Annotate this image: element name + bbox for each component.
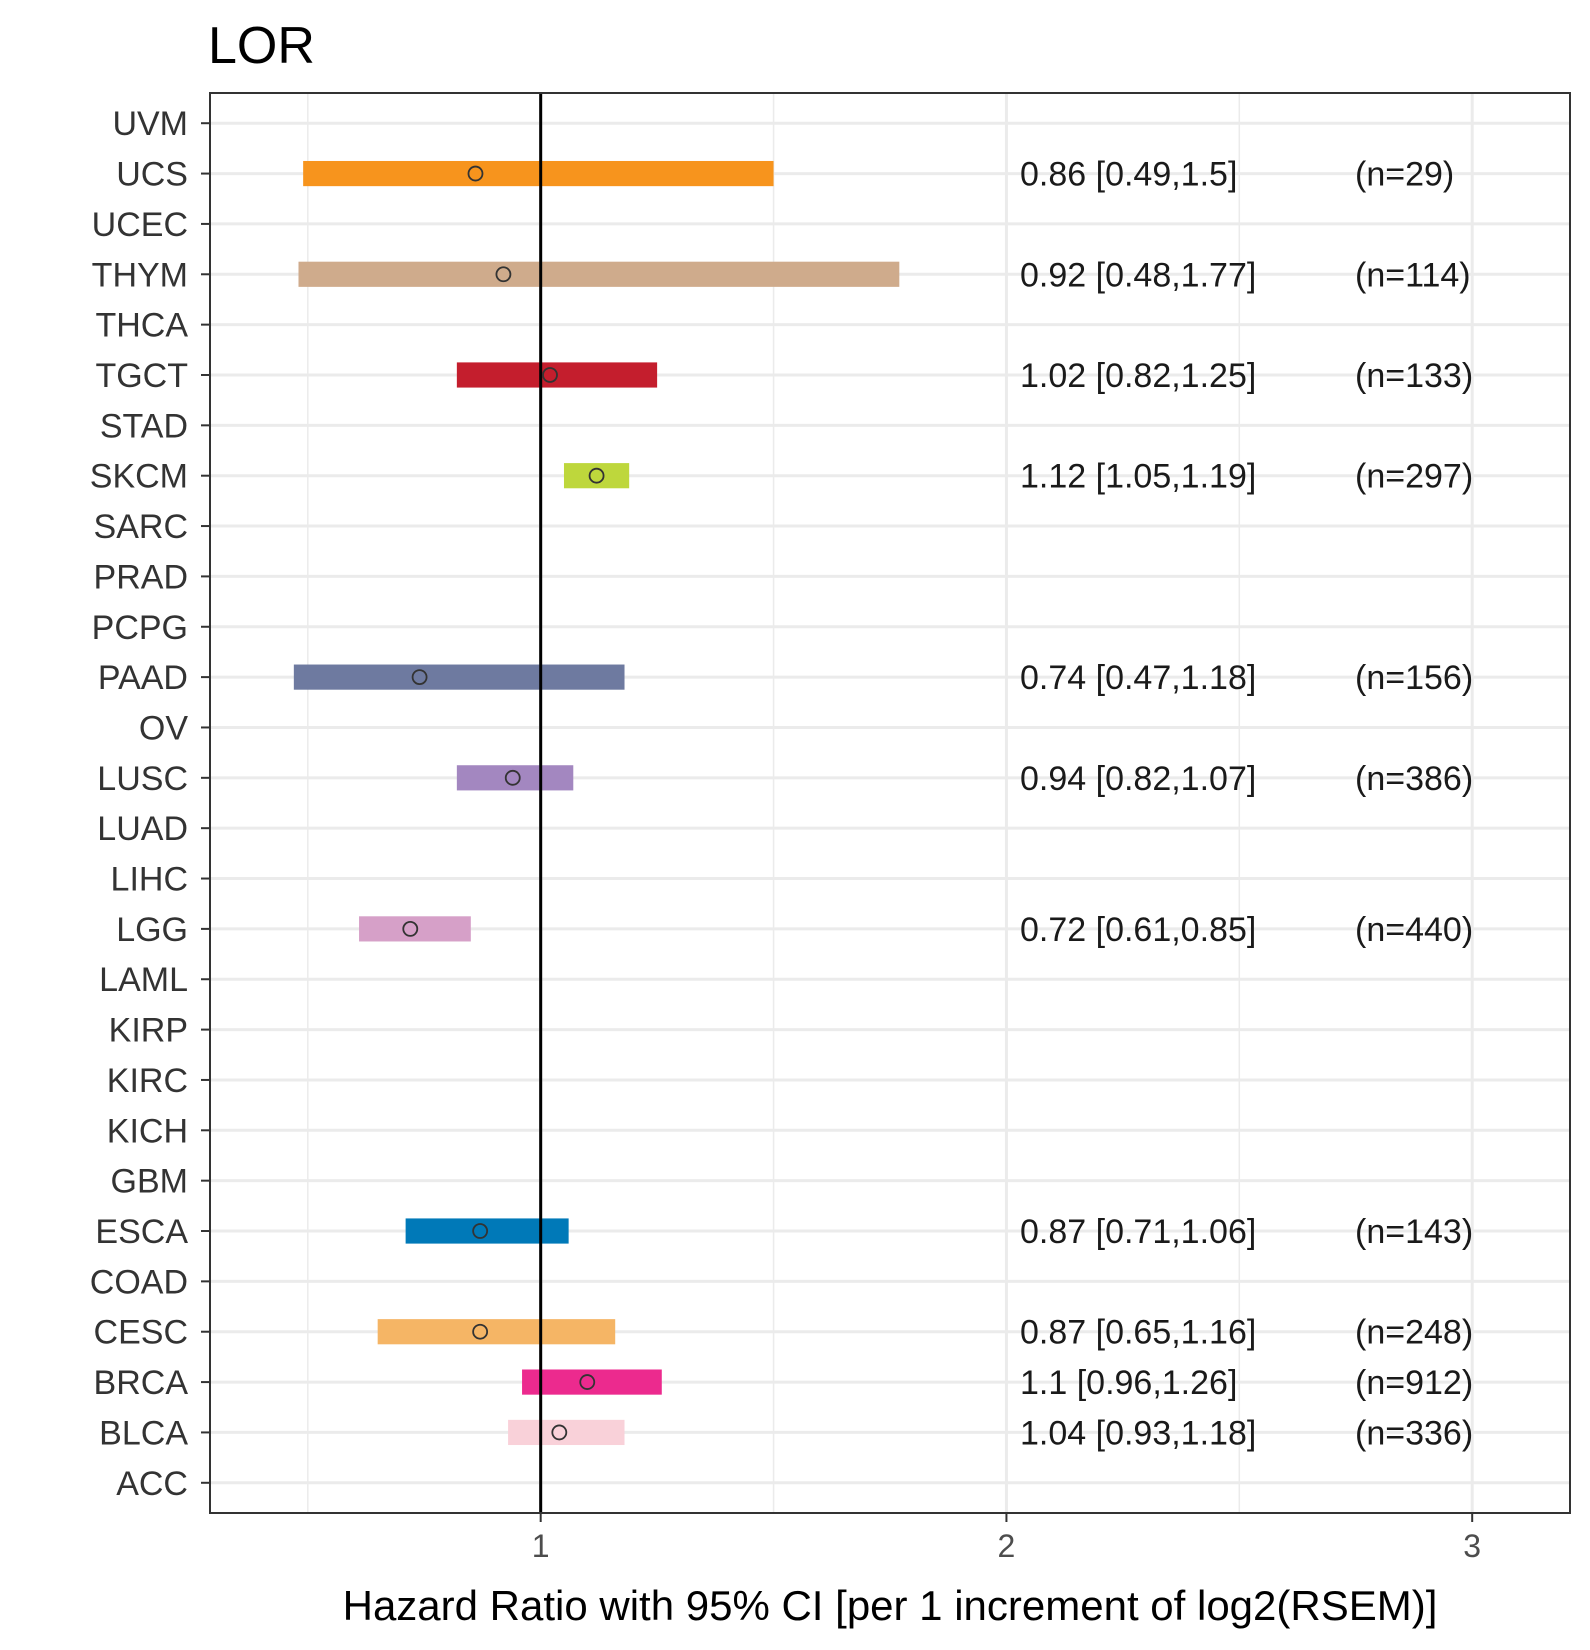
y-tick-label: PAAD — [98, 659, 188, 697]
ci-bar-brca — [522, 1369, 662, 1395]
y-tick-label: SKCM — [90, 458, 188, 496]
hr-point-ucs — [467, 165, 484, 182]
y-tick-label: TGCT — [95, 357, 188, 395]
y-tick-label: BRCA — [94, 1364, 189, 1402]
plot-border — [209, 92, 1571, 1514]
y-tick-label: COAD — [90, 1263, 188, 1301]
x-axis-label: Hazard Ratio with 95% CI [per 1 incremen… — [343, 1582, 1438, 1629]
n-label-cesc: (n=248) — [1355, 1314, 1473, 1352]
y-tick-label: ACC — [116, 1465, 188, 1503]
hr-label-thym: 0.92 [0.48,1.77] — [1020, 256, 1256, 294]
n-label-lgg: (n=440) — [1355, 911, 1473, 949]
hr-point-lgg — [402, 920, 419, 937]
hr-point-blca — [551, 1424, 568, 1441]
y-tick-label: KIRP — [109, 1012, 188, 1050]
hr-point-cesc — [472, 1323, 489, 1340]
hr-point-lusc — [504, 769, 521, 786]
y-tick-label: LGG — [116, 911, 188, 949]
y-tick-label: PRAD — [94, 558, 188, 596]
y-tick-label: STAD — [100, 407, 188, 445]
hr-annotations: 0.86 [0.49,1.5] (n=29) 0.92 [0.48,1.77] (n=… — [1020, 156, 1473, 1453]
y-tick-label: THYM — [92, 256, 188, 294]
chart-title: LOR — [208, 17, 315, 75]
hr-label-blca: 1.04 [0.93,1.18] — [1020, 1414, 1256, 1452]
n-label-paad: (n=156) — [1355, 659, 1473, 697]
ci-bar-skcm — [563, 463, 630, 489]
plot-panel — [210, 93, 1570, 1513]
y-tick-label: PCPG — [92, 609, 188, 647]
n-label-blca: (n=336) — [1355, 1414, 1473, 1452]
y-tick-label: UVM — [112, 105, 188, 143]
hr-point-esca — [472, 1223, 489, 1239]
hr-label-ucs: 0.86 [0.49,1.5] — [1020, 156, 1237, 194]
hr-point-paad — [411, 669, 428, 686]
ci-bar-cesc — [377, 1319, 616, 1345]
y-tick-label: SARC — [94, 508, 188, 546]
ci-bars — [293, 160, 900, 1446]
y-axis: ACC BLCA BRCA CESC COAD ESCA GBM KICH KIRC KIRP LA… — [90, 105, 210, 1503]
hr-point-tgct — [542, 367, 558, 383]
hr-label-skcm: 1.12 [1.05,1.19] — [1020, 458, 1256, 496]
n-label-esca: (n=143) — [1355, 1213, 1473, 1251]
x-axis: 1 2 3 — [532, 1513, 1481, 1564]
x-tick-label: 2 — [998, 1528, 1016, 1564]
n-label-brca: (n=912) — [1355, 1364, 1473, 1402]
ci-bar-thym — [298, 261, 900, 287]
y-tick-label: THCA — [95, 307, 188, 345]
y-tick-label: KICH — [107, 1112, 188, 1150]
hr-label-brca: 1.1 [0.96,1.26] — [1020, 1364, 1237, 1402]
ci-bar-lgg — [359, 916, 471, 942]
hr-label-paad: 0.74 [0.47,1.18] — [1020, 659, 1256, 697]
ci-bar-lusc — [456, 765, 574, 791]
hr-point-skcm — [588, 467, 605, 484]
y-tick-label: UCS — [116, 156, 188, 194]
y-tick-label: LUSC — [97, 760, 188, 798]
hr-label-lusc: 0.94 [0.82,1.07] — [1020, 760, 1256, 798]
hr-point-thym — [495, 266, 512, 283]
n-label-thym: (n=114) — [1355, 256, 1471, 294]
y-tick-label: OV — [139, 709, 188, 747]
y-tick-label: LIHC — [111, 861, 188, 899]
x-tick-label: 3 — [1463, 1528, 1481, 1564]
ci-bar-ucs — [303, 160, 774, 187]
y-tick-label: GBM — [111, 1163, 188, 1201]
y-tick-label: UCEC — [92, 206, 188, 244]
y-tick-label: ESCA — [95, 1213, 188, 1251]
hr-point-brca — [579, 1374, 596, 1390]
hr-label-tgct: 1.02 [0.82,1.25] — [1020, 357, 1256, 395]
ci-bar-paad — [293, 664, 625, 690]
y-tick-label: BLCA — [99, 1414, 188, 1452]
y-tick-label: LUAD — [97, 810, 188, 848]
x-tick-label: 1 — [532, 1528, 550, 1564]
hr-label-lgg: 0.72 [0.61,0.85] — [1020, 911, 1256, 949]
y-tick-label: KIRC — [107, 1062, 188, 1100]
y-tick-label: LAML — [99, 961, 188, 999]
n-label-ucs: (n=29) — [1355, 156, 1454, 194]
n-label-lusc: (n=386) — [1355, 760, 1473, 798]
n-label-skcm: (n=297) — [1355, 458, 1473, 496]
n-label-tgct: (n=133) — [1355, 357, 1473, 395]
y-tick-label: CESC — [94, 1314, 188, 1352]
hr-label-esca: 0.87 [0.71,1.06] — [1020, 1213, 1256, 1251]
hr-points — [402, 165, 605, 1441]
hr-label-cesc: 0.87 [0.65,1.16] — [1020, 1314, 1256, 1352]
